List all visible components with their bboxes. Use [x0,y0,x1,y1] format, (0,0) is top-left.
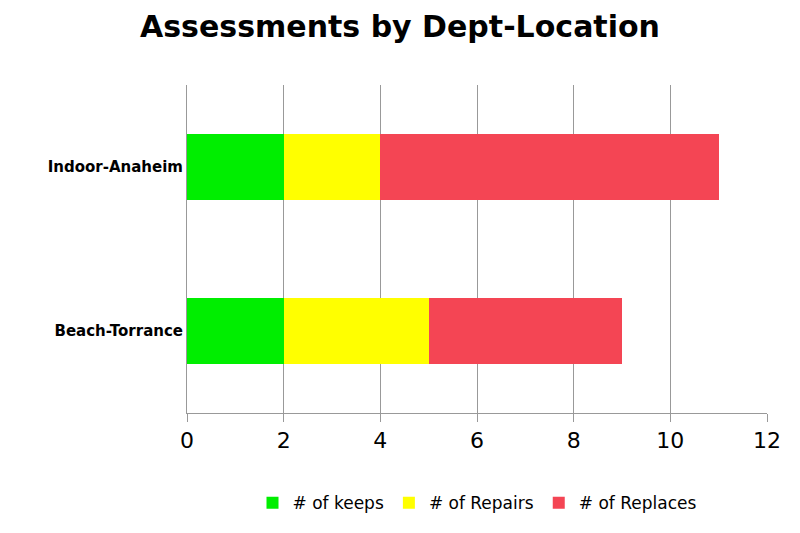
svg-text:6: 6 [470,428,484,453]
svg-text:Assessments by Dept-Location: Assessments by Dept-Location [140,9,660,44]
svg-text:0: 0 [180,428,194,453]
svg-text:4: 4 [373,428,387,453]
svg-text:Indoor-Anaheim: Indoor-Anaheim [48,158,183,176]
svg-text:8: 8 [567,428,581,453]
svg-text:10: 10 [656,428,684,453]
svg-text:# of Replaces: # of Replaces [579,493,697,513]
svg-text:# of keeps: # of keeps [293,493,384,513]
svg-text:12: 12 [753,428,781,453]
svg-text:# of Repairs: # of Repairs [429,493,534,513]
svg-text:2: 2 [277,428,291,453]
svg-text:Beach-Torrance: Beach-Torrance [54,322,183,340]
